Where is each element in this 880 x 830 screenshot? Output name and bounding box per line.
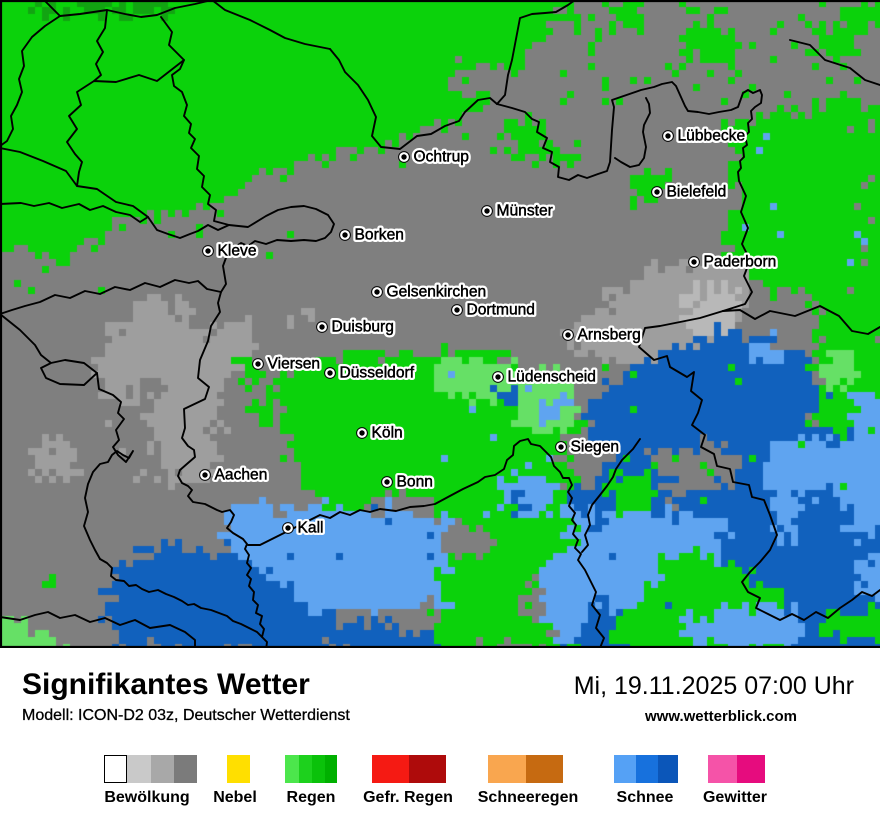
- svg-text:Kall: Kall: [298, 520, 324, 537]
- svg-text:Siegen: Siegen: [571, 439, 620, 456]
- svg-text:Bielefeld: Bielefeld: [667, 184, 727, 201]
- svg-text:Viersen: Viersen: [268, 356, 321, 373]
- svg-text:Dortmund: Dortmund: [467, 302, 535, 319]
- svg-text:Münster: Münster: [497, 203, 553, 220]
- svg-text:Münster: Münster: [497, 203, 553, 220]
- svg-text:Köln: Köln: [372, 425, 403, 442]
- svg-text:Düsseldorf: Düsseldorf: [340, 365, 415, 382]
- svg-text:Düsseldorf: Düsseldorf: [340, 365, 415, 382]
- svg-text:Aachen: Aachen: [215, 467, 268, 484]
- svg-text:Aachen: Aachen: [215, 467, 268, 484]
- svg-text:Arnsberg: Arnsberg: [578, 327, 641, 344]
- svg-text:Paderborn: Paderborn: [704, 254, 777, 271]
- svg-text:Kall: Kall: [298, 520, 324, 537]
- svg-text:Bonn: Bonn: [397, 474, 433, 491]
- svg-text:Duisburg: Duisburg: [332, 319, 394, 336]
- svg-text:Lübbecke: Lübbecke: [678, 128, 746, 145]
- svg-text:Lüdenscheid: Lüdenscheid: [508, 369, 596, 386]
- svg-text:Bielefeld: Bielefeld: [667, 184, 727, 201]
- svg-text:Borken: Borken: [355, 227, 404, 244]
- svg-text:Dortmund: Dortmund: [467, 302, 535, 319]
- svg-text:Lüdenscheid: Lüdenscheid: [508, 369, 596, 386]
- svg-text:Arnsberg: Arnsberg: [578, 327, 641, 344]
- svg-text:Gelsenkirchen: Gelsenkirchen: [387, 284, 487, 301]
- svg-text:Ochtrup: Ochtrup: [414, 149, 470, 166]
- svg-text:Ochtrup: Ochtrup: [414, 149, 470, 166]
- svg-text:Siegen: Siegen: [571, 439, 620, 456]
- svg-text:Viersen: Viersen: [268, 356, 321, 373]
- svg-text:Bonn: Bonn: [397, 474, 433, 491]
- svg-text:Gelsenkirchen: Gelsenkirchen: [387, 284, 487, 301]
- svg-text:Kleve: Kleve: [218, 243, 257, 260]
- svg-text:Paderborn: Paderborn: [704, 254, 777, 271]
- svg-text:Duisburg: Duisburg: [332, 319, 394, 336]
- svg-text:Kleve: Kleve: [218, 243, 257, 260]
- svg-text:Lübbecke: Lübbecke: [678, 128, 746, 145]
- svg-text:Köln: Köln: [372, 425, 403, 442]
- svg-text:Borken: Borken: [355, 227, 404, 244]
